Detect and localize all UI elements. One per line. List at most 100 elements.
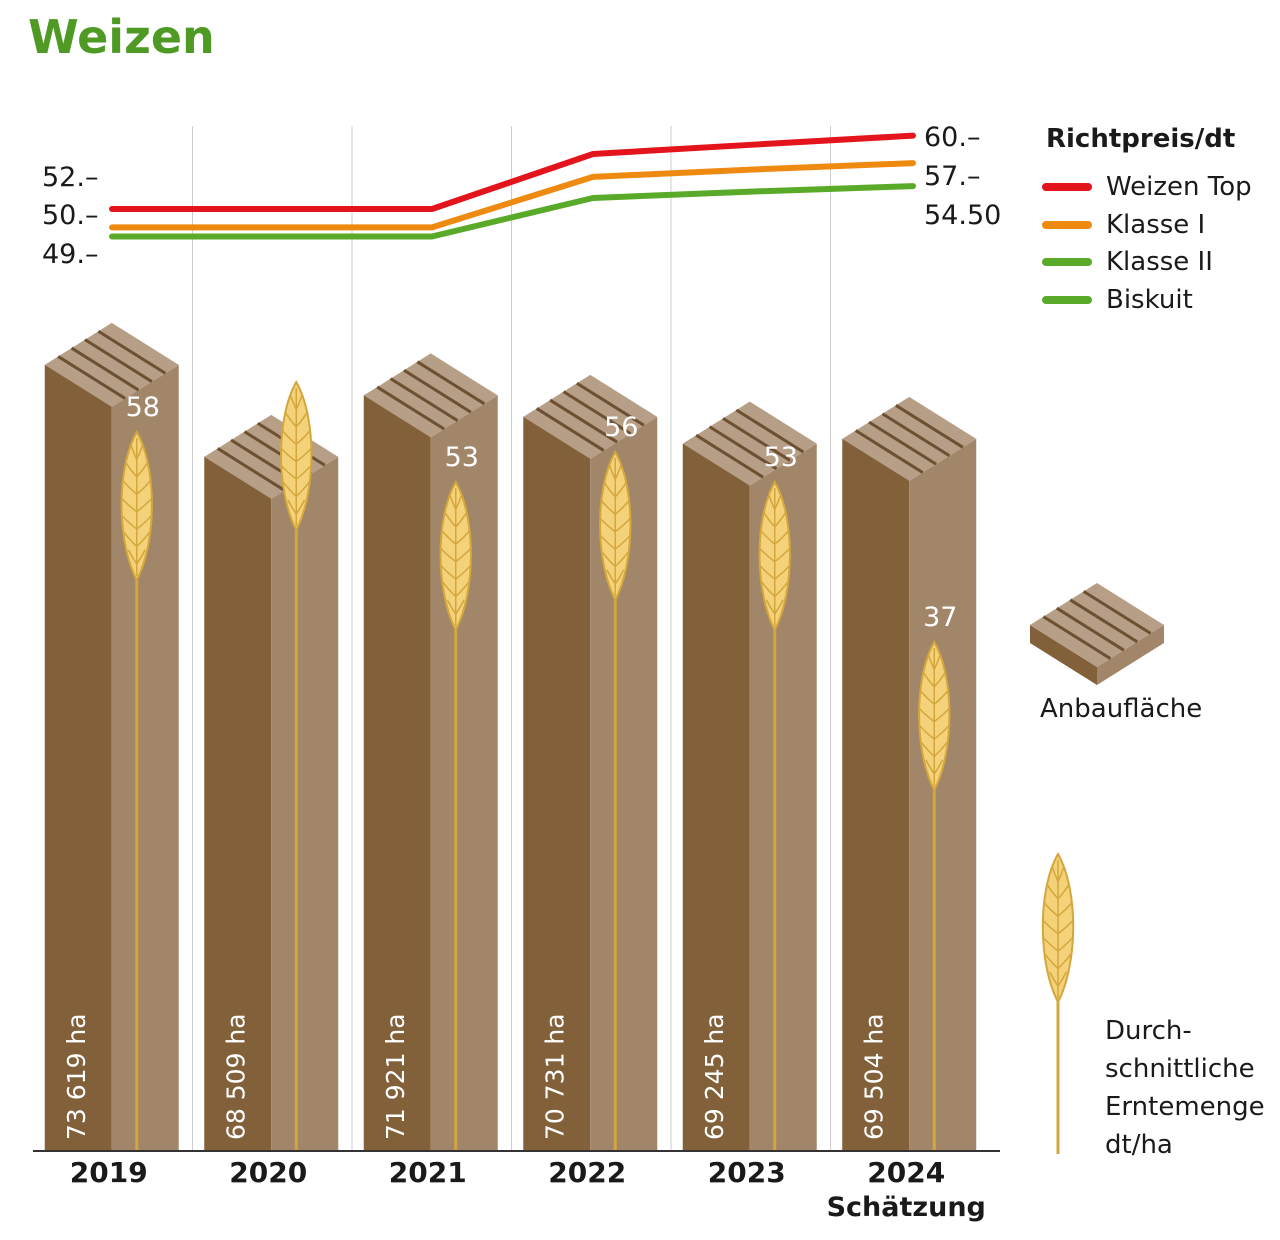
legend-swatch [1042, 221, 1092, 229]
legend-swatch [1042, 183, 1092, 191]
category-sublabel: Schätzung [827, 1192, 986, 1223]
wheat-grain [614, 534, 631, 550]
bar-top [842, 396, 977, 481]
wheat-grain [442, 582, 457, 598]
wheat-grain [927, 655, 935, 670]
bar-top-stripe [376, 385, 445, 431]
wheat-grain [774, 529, 790, 545]
yield-label: 56 [604, 412, 638, 443]
bar-top-stripe [70, 346, 140, 392]
bar-front [44, 364, 112, 1150]
legend-area-tile [1030, 583, 1164, 685]
wheat-grain [449, 495, 457, 510]
wheat-grain [284, 412, 297, 428]
page-title: Weizen [28, 10, 215, 64]
wheat-grain [455, 495, 463, 510]
bar-front [363, 395, 431, 1150]
legend-label: Weizen Top [1106, 172, 1252, 202]
wheat-grain [919, 689, 935, 705]
wheat-grain [1057, 936, 1074, 952]
chart-labels: 73 619 ha 58 2019 68 509 ha 63 2020 71 921 ha 5… [42, 122, 1001, 1223]
bar-front [682, 443, 750, 1151]
wheat-grain [608, 465, 616, 480]
wheat-grain [280, 464, 297, 480]
wheat-grain [121, 514, 138, 530]
wheat-grain [136, 497, 153, 513]
price-label-start: 52.– [42, 162, 98, 193]
wheat-grain [774, 582, 788, 598]
wheat-grain [614, 569, 625, 585]
bar-top-stripe [881, 412, 951, 457]
wheat-grain [761, 582, 776, 598]
bar-2024 [842, 396, 977, 1151]
wheat-grain [136, 549, 146, 565]
wheat-grain [763, 512, 776, 528]
wheat-grain [125, 462, 138, 478]
price-lines [109, 132, 916, 240]
price-label-end: 57.– [924, 161, 980, 192]
wheat-grain [768, 495, 776, 510]
wheat-grain [1049, 971, 1059, 987]
wheat-grain [455, 512, 468, 528]
wheat-grain [933, 724, 950, 740]
price-label-end: 54.50 [924, 200, 1001, 231]
wheat-grain [136, 479, 152, 495]
price-line [109, 183, 916, 240]
wheat-grain [1051, 867, 1059, 882]
wheat-grain [446, 599, 457, 615]
bar-top-stripe [389, 377, 459, 422]
wheat-grain [774, 495, 782, 510]
bar-top-stripe [735, 408, 805, 454]
bar-top-stripe [1082, 590, 1152, 635]
wheat-grain [440, 564, 457, 580]
area-label: 69 245 ha [700, 1013, 729, 1140]
area-label: 70 731 ha [540, 1013, 569, 1140]
bar-top [523, 374, 658, 459]
legend-label: Klasse I [1106, 210, 1206, 240]
category-label: 2024 [867, 1156, 945, 1189]
wheat-grain [925, 759, 935, 775]
wheat-grain [1057, 971, 1067, 987]
wheat-grain [455, 529, 471, 545]
yield-label: 53 [445, 442, 479, 473]
wheat-grain [136, 462, 149, 478]
wheat-grain [1042, 936, 1059, 952]
wheat-grain [1057, 954, 1072, 970]
wheat-grain [918, 724, 935, 740]
bar-top [1030, 583, 1164, 667]
price-label-start: 49.– [42, 239, 98, 270]
wheat-grain [1057, 867, 1065, 882]
wheat-grain [455, 547, 472, 563]
bar-top-stripe [416, 360, 486, 406]
wheat-grain [606, 569, 616, 585]
bar-top-stripe [1056, 606, 1125, 652]
wheat-grain [922, 672, 935, 688]
legend-item-klasse-2: Klasse II [1042, 247, 1213, 277]
wheat-grain [295, 447, 313, 463]
bar-top-stripe [57, 355, 126, 400]
bar-top-stripe [895, 404, 964, 449]
yield-label: 53 [764, 442, 798, 473]
area-label: 71 921 ha [381, 1013, 410, 1140]
price-line [109, 160, 916, 231]
wheat-grain [295, 482, 310, 498]
wheat-grain [136, 532, 150, 548]
legend-swatch [1042, 258, 1092, 266]
bar-top-stripe [535, 407, 605, 452]
price-label-start: 50.– [42, 200, 98, 231]
wheat-grain [295, 412, 308, 428]
bar-2020 [204, 379, 339, 1150]
legend-item-weizen-top: Weizen Top [1042, 172, 1252, 202]
price-line [109, 132, 916, 212]
bar-top-stripe [576, 381, 645, 427]
wheat-grain [614, 552, 629, 568]
wheat-grain [614, 465, 622, 480]
category-label: 2022 [548, 1156, 626, 1189]
legend-area-label: Anbaufläche [1040, 694, 1203, 724]
wheat-grain [774, 599, 784, 615]
wheat-grain [136, 445, 144, 460]
bar-top-stripe [722, 417, 791, 462]
bar-top-stripe [97, 329, 167, 375]
wheat-grain [439, 547, 457, 563]
